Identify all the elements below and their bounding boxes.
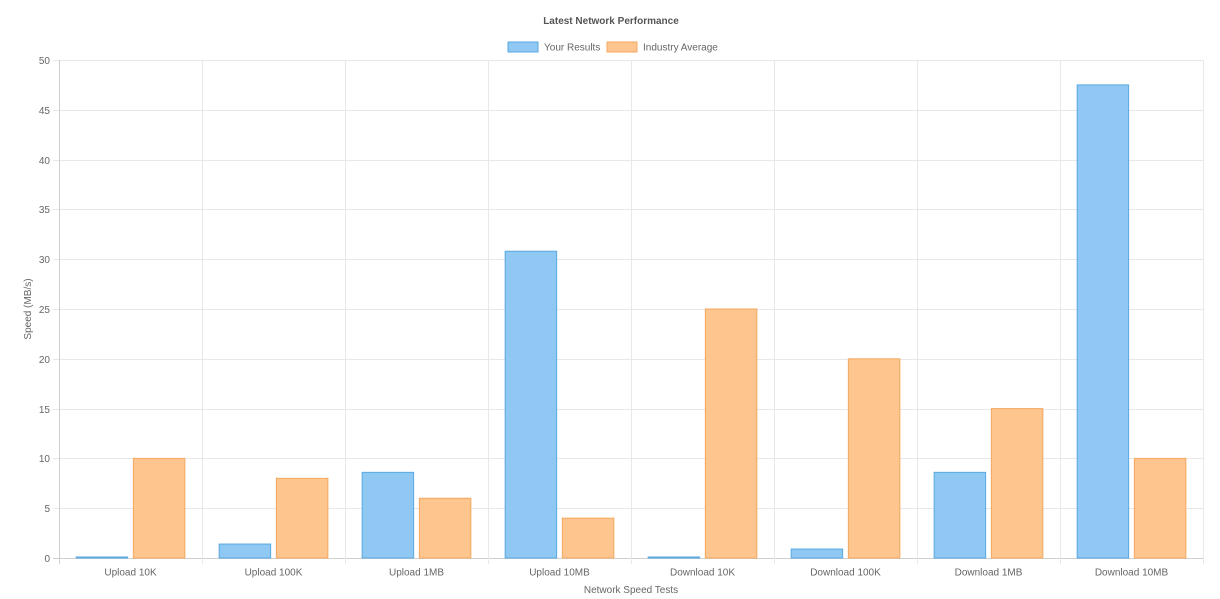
bar-industry-average	[990, 408, 1044, 559]
y-tick-label: 20	[39, 355, 51, 366]
bar-your-results	[933, 471, 987, 559]
bar-your-results	[218, 543, 272, 559]
legend-label-industry-average: Industry Average	[643, 43, 718, 54]
x-axis-title: Network Speed Tests	[584, 585, 678, 596]
bar-your-results	[504, 250, 558, 559]
y-tick-label: 50	[39, 56, 51, 67]
bar-your-results	[75, 556, 129, 559]
bar-industry-average	[132, 457, 186, 559]
x-tick-label: Upload 10K	[104, 568, 157, 579]
x-axis-ticks: Upload 10K Upload 100K Upload 1MB Upload 10…	[104, 568, 1168, 579]
bar-industry-average	[561, 517, 615, 559]
chart-title: Latest Network Performance	[543, 16, 679, 27]
legend: Your Results Industry Average	[507, 41, 718, 54]
y-tick-label: 5	[44, 504, 50, 515]
bar-industry-average	[847, 358, 901, 559]
legend-swatch-your-results	[507, 41, 539, 53]
x-tick-label: Upload 100K	[245, 568, 303, 579]
y-tick-label: 40	[39, 156, 51, 167]
y-tick-label: 0	[44, 554, 50, 565]
y-axis-ticks: 0 5 10 15 20 25 30 35 40 45 50	[39, 56, 51, 565]
x-tick-label: Download 1MB	[955, 568, 1023, 579]
legend-item-your-results[interactable]: Your Results	[507, 41, 600, 54]
legend-swatch-industry-average	[606, 41, 638, 53]
bars	[75, 84, 1187, 559]
x-tick-label: Upload 1MB	[389, 568, 444, 579]
y-axis-title: Speed (MB/s)	[23, 278, 34, 339]
y-tick-label: 15	[39, 405, 51, 416]
x-tick-label: Download 10MB	[1095, 568, 1169, 579]
bar-your-results	[361, 471, 415, 559]
x-tick-label: Download 10K	[670, 568, 735, 579]
bar-industry-average	[275, 477, 329, 559]
legend-label-your-results: Your Results	[544, 43, 600, 54]
grid-lines	[53, 60, 1204, 564]
x-tick-label: Upload 10MB	[529, 568, 590, 579]
bar-industry-average	[418, 497, 472, 559]
bar-your-results	[647, 556, 701, 559]
y-tick-label: 45	[39, 106, 51, 117]
y-tick-label: 25	[39, 305, 51, 316]
y-tick-label: 10	[39, 454, 51, 465]
y-tick-label: 35	[39, 205, 51, 216]
x-tick-label: Download 100K	[810, 568, 881, 579]
bar-your-results	[1076, 84, 1130, 559]
bar-your-results	[790, 548, 844, 559]
legend-item-industry-average[interactable]: Industry Average	[606, 41, 718, 54]
y-tick-label: 30	[39, 255, 51, 266]
bar-industry-average	[704, 308, 758, 559]
bar-industry-average	[1133, 457, 1187, 559]
